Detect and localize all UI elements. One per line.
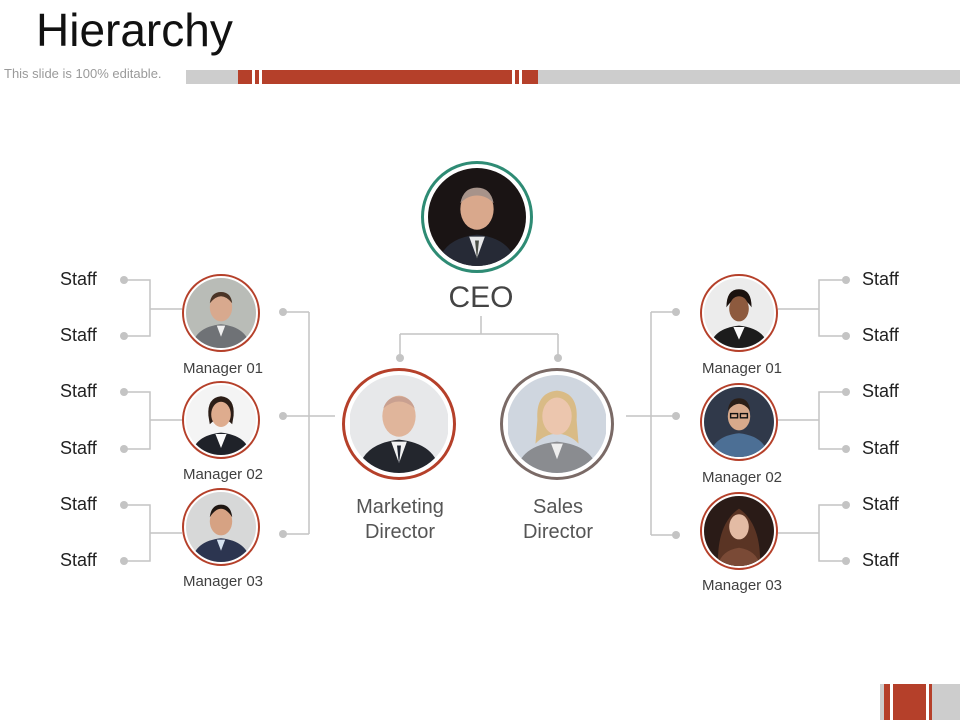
staff-label: Staff — [60, 494, 97, 514]
person-photo — [704, 278, 774, 348]
director-title-line: Sales — [532, 496, 584, 518]
person-photo — [350, 375, 448, 473]
staff-label: Staff — [862, 381, 899, 401]
staff-label: Staff — [60, 438, 97, 458]
right-manager-01-label: Manager 01 — [701, 360, 783, 377]
person-photo — [428, 168, 526, 266]
header-bar-notch — [512, 70, 515, 84]
staff-label: Staff — [60, 269, 97, 289]
staff-label: Staff — [862, 269, 899, 289]
right-manager-03-portrait — [700, 492, 778, 570]
slide-subtitle: This slide is 100% editable. — [4, 66, 162, 81]
sales-director-portrait — [500, 368, 614, 480]
staff-label: Staff — [60, 325, 97, 345]
header-bar-accent — [238, 70, 538, 84]
marketing-director-portrait — [342, 368, 456, 480]
person-photo — [704, 387, 774, 457]
sales-director-label: Sales Director — [478, 495, 638, 545]
director-title-line: Marketing — [356, 496, 444, 518]
left-manager-02-label: Manager 02 — [182, 466, 264, 483]
footer-bar-notch — [890, 684, 893, 720]
staff-label: Staff — [862, 550, 899, 570]
slide-title: Hierarchy — [36, 4, 233, 56]
person-photo — [508, 375, 606, 473]
left-manager-02-portrait — [182, 381, 260, 459]
header-bar-notch — [252, 70, 255, 84]
header-bar-notch — [519, 70, 522, 84]
person-photo — [186, 492, 256, 562]
marketing-director-label: Marketing Director — [320, 495, 480, 545]
person-photo — [186, 385, 256, 455]
header-bar-notch — [259, 70, 262, 84]
person-photo — [186, 278, 256, 348]
right-manager-02-portrait — [700, 383, 778, 461]
director-title-line: Director — [522, 521, 593, 543]
staff-label: Staff — [60, 381, 97, 401]
footer-bar-notch — [926, 684, 929, 720]
ceo-portrait — [421, 161, 533, 273]
right-manager-02-label: Manager 02 — [701, 469, 783, 486]
staff-label: Staff — [862, 494, 899, 514]
ceo-label: CEO — [448, 281, 514, 314]
staff-label: Staff — [60, 550, 97, 570]
staff-label: Staff — [862, 325, 899, 345]
left-manager-03-portrait — [182, 488, 260, 566]
staff-label: Staff — [862, 438, 899, 458]
director-title-line: Director — [364, 521, 435, 543]
right-manager-03-label: Manager 03 — [701, 577, 783, 594]
left-manager-01-label: Manager 01 — [182, 360, 264, 377]
person-photo — [704, 496, 774, 566]
left-manager-01-portrait — [182, 274, 260, 352]
right-manager-01-portrait — [700, 274, 778, 352]
left-manager-03-label: Manager 03 — [182, 573, 264, 590]
